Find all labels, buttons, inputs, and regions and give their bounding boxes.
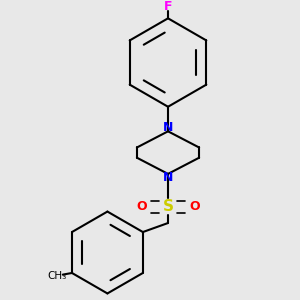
Text: N: N (163, 171, 173, 184)
Text: O: O (189, 200, 200, 213)
Text: O: O (136, 200, 147, 213)
Text: F: F (164, 0, 172, 14)
Text: S: S (163, 199, 173, 214)
Text: N: N (163, 121, 173, 134)
Text: CH₃: CH₃ (48, 271, 67, 281)
